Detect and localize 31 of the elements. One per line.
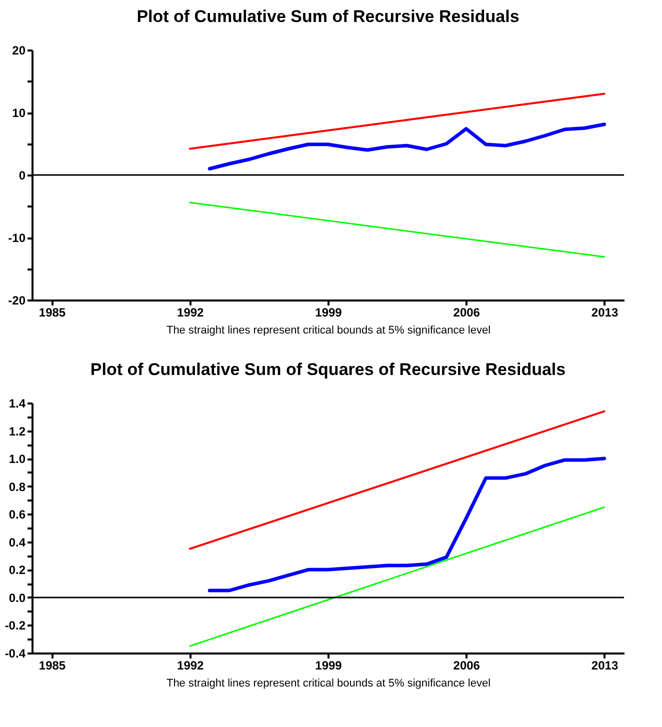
x-tick-label: 1985 xyxy=(38,306,66,320)
x-tick-label: 2006 xyxy=(453,306,480,320)
x-tick-label: 2013 xyxy=(591,306,618,320)
line-series xyxy=(208,122,606,170)
y-tick-label: 0.8 xyxy=(8,480,26,494)
y-tick-label: -0.4 xyxy=(4,646,26,660)
x-tick-label: 1992 xyxy=(177,306,204,320)
x-axis-title: The straight lines represent critical bounds at 5% significance level xyxy=(166,678,491,690)
x-tick-label: 2006 xyxy=(453,658,480,672)
y-tick-label: 0 xyxy=(18,168,26,182)
chart-title: Plot of Cumulative Sum of Recursive Residuals xyxy=(136,7,520,26)
y-tick-label: -0.2 xyxy=(4,618,26,633)
x-tick-label: 1999 xyxy=(315,306,342,320)
y-tick-label: 20 xyxy=(12,44,26,58)
y-tick-label: 0.2 xyxy=(8,563,26,578)
chart-title: Plot of Cumulative Sum of Squares of Recursive Residuals xyxy=(90,360,566,379)
line-series xyxy=(208,456,606,592)
y-tick-label: 0.6 xyxy=(8,508,26,522)
y-tick-label: 1.4 xyxy=(8,396,26,410)
x-tick-label: 1992 xyxy=(177,658,204,672)
y-tick-label: 0.0 xyxy=(8,590,26,605)
y-tick-label: 10 xyxy=(12,106,26,120)
x-tick-label: 2013 xyxy=(591,658,618,672)
y-tick-label: 0.4 xyxy=(8,535,26,550)
y-tick-label: -20 xyxy=(8,294,26,308)
y-tick-label: -10 xyxy=(8,231,26,245)
y-tick-label: 1.2 xyxy=(8,424,26,438)
x-tick-label: 1999 xyxy=(315,658,342,672)
x-tick-label: 1985 xyxy=(38,658,66,672)
x-axis-title: The straight lines represent critical bounds at 5% significance level xyxy=(166,324,491,336)
y-tick-label: 1.0 xyxy=(8,452,26,466)
